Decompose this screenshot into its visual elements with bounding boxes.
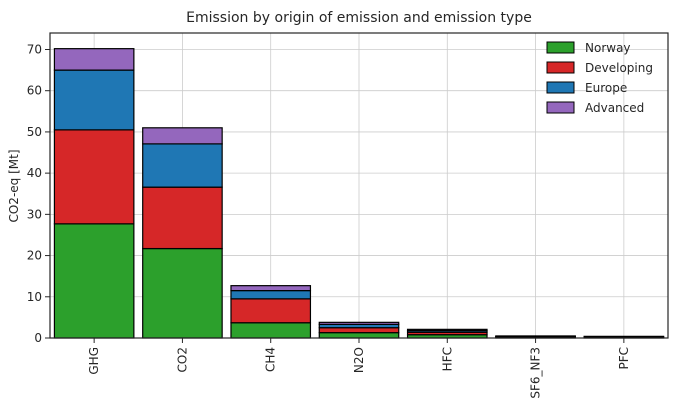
legend-label-advanced: Advanced [585, 101, 644, 115]
bar-norway-n2o [318, 332, 400, 339]
y-axis-ticks: 0 10 20 30 40 50 60 70 [27, 42, 50, 345]
bar-advanced-ch4 [230, 285, 312, 292]
legend-label-developing: Developing [585, 61, 653, 75]
y-tick-label: 40 [27, 166, 42, 180]
legend-swatch-norway [546, 41, 575, 54]
bar-norway-ghg [53, 223, 135, 339]
bar-advanced-n2o [318, 321, 400, 325]
y-axis-label: CO2-eq [Mt] [7, 149, 21, 222]
bar-developing-ch4 [230, 298, 312, 324]
x-axis-ticks: GHG CO2 CH4 N2O HFC SF6_NF3 PFC [87, 338, 631, 399]
bar-europe-ghg [53, 69, 135, 131]
bar-advanced-hfc [406, 328, 488, 332]
y-tick-label: 60 [27, 84, 42, 98]
bar-norway-co2 [142, 247, 223, 339]
y-tick-label: 30 [27, 207, 42, 221]
bar-advanced-co2 [142, 127, 223, 145]
bar-advanced-ghg [53, 48, 135, 71]
x-tick-label: SF6_NF3 [529, 347, 543, 399]
bar-europe-ch4 [230, 290, 312, 300]
x-tick-label: N2O [352, 347, 366, 373]
bars [53, 48, 665, 339]
y-tick-label: 10 [27, 290, 42, 304]
bar-norway-ch4 [230, 322, 312, 339]
bar-europe-pfc [583, 335, 665, 338]
y-tick-label: 70 [27, 42, 42, 56]
x-tick-label: CH4 [264, 347, 278, 372]
bar-advanced-sf6_nf3 [495, 335, 576, 338]
y-tick-label: 50 [27, 125, 42, 139]
legend-swatch-europe [546, 81, 575, 94]
legend-swatch-advanced [546, 101, 575, 114]
y-tick-label: 20 [27, 249, 42, 263]
bar-developing-n2o [318, 327, 400, 334]
legend-swatch-developing [546, 61, 575, 74]
legend-label-europe: Europe [585, 81, 627, 95]
bar-europe-co2 [142, 143, 223, 188]
x-tick-label: CO2 [175, 347, 189, 372]
bar-developing-co2 [142, 186, 223, 250]
x-tick-label: HFC [440, 347, 454, 371]
x-tick-label: GHG [87, 347, 101, 375]
legend: Norway Developing Europe Advanced [546, 41, 653, 115]
chart-title: Emission by origin of emission and emiss… [186, 10, 532, 26]
y-tick-label: 0 [34, 331, 42, 345]
x-tick-label: PFC [617, 347, 631, 370]
bar-developing-ghg [53, 129, 135, 225]
legend-label-norway: Norway [585, 41, 631, 55]
